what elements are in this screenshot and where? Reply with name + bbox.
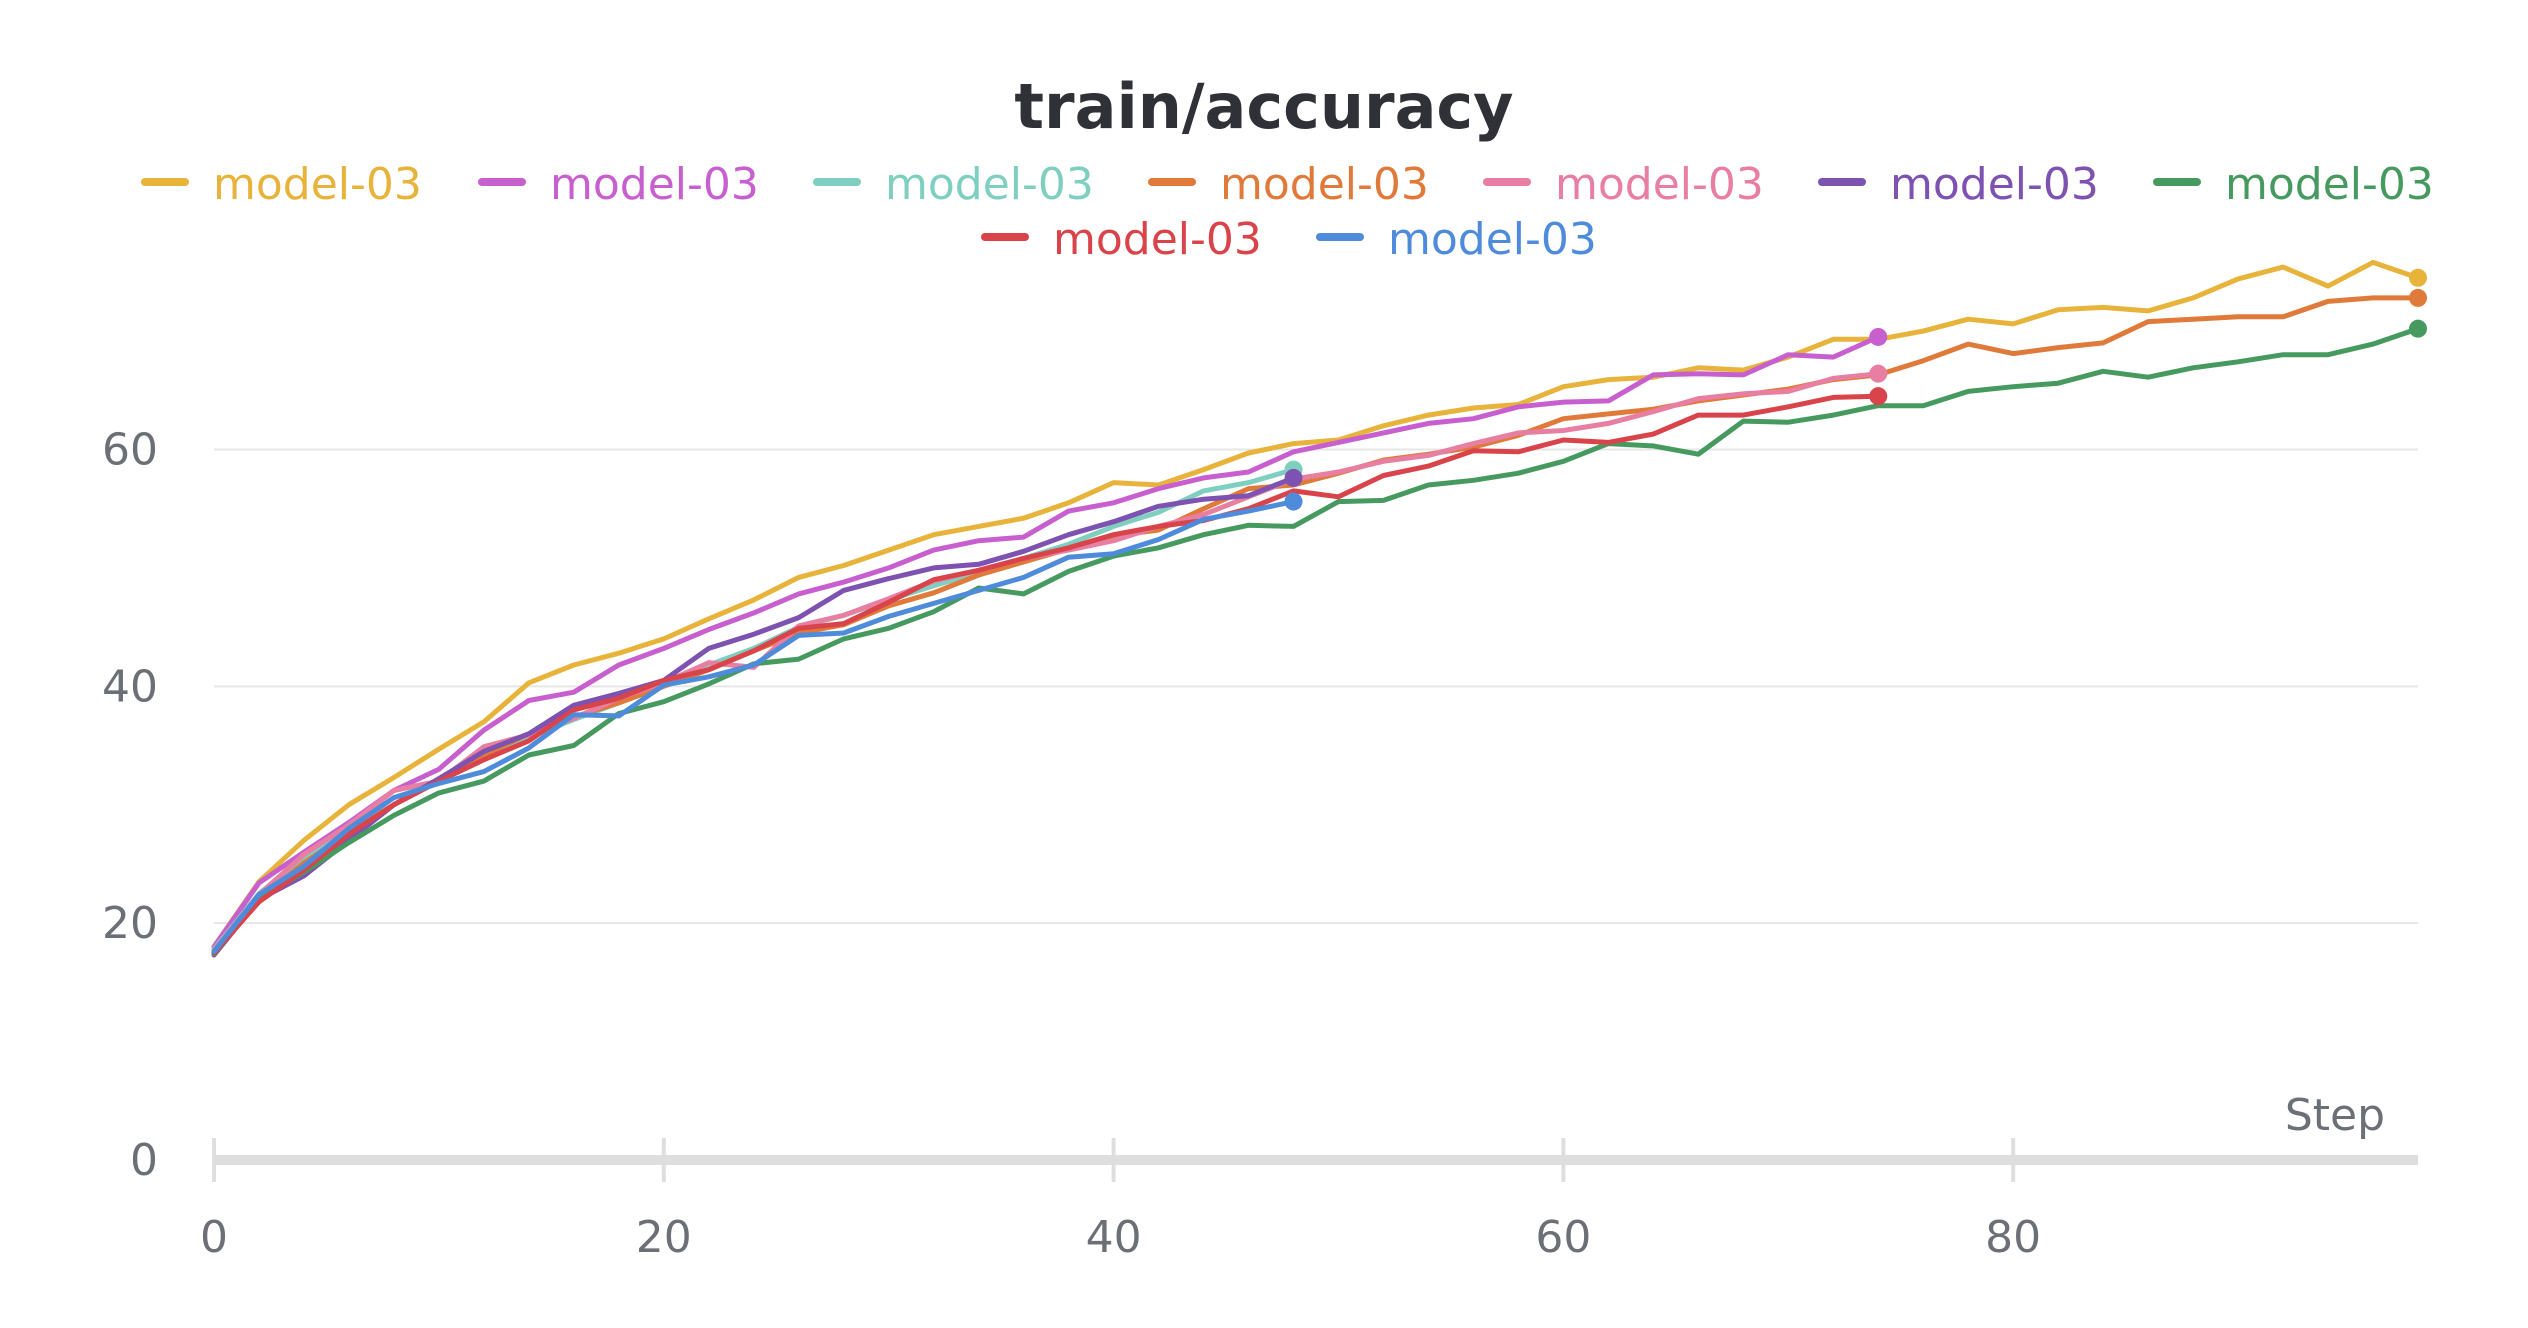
series-line-2 (211, 334, 1881, 950)
legend-label: model-03 (1053, 214, 1262, 265)
series-end-point-9 (1284, 492, 1303, 511)
legend-item-5[interactable]: model-03 (1483, 159, 1764, 210)
series-end-point-5 (1869, 364, 1888, 383)
series-line-5 (211, 371, 1881, 953)
legend: model-03 model-03 model-03 model-03 model-03… (141, 159, 2434, 265)
x-axis-label: Step (2285, 1090, 2385, 1141)
gridlines (214, 448, 2418, 925)
legend-label: model-03 (1220, 159, 1429, 210)
legend-item-7[interactable]: model-03 (2153, 159, 2434, 210)
legend-item-2[interactable]: model-03 (478, 159, 759, 210)
legend-label: model-03 (1555, 159, 1764, 210)
legend-item-1[interactable]: model-03 (141, 159, 422, 210)
series-line-9 (211, 499, 1296, 955)
legend-item-3[interactable]: model-03 (813, 159, 1094, 210)
x-tick-label: 0 (200, 1212, 228, 1263)
series-end-point-6 (1284, 468, 1303, 487)
series-end-point-7 (2409, 319, 2427, 338)
y-tick-label: 60 (102, 424, 158, 475)
x-tick-label: 60 (1535, 1212, 1591, 1263)
legend-item-6[interactable]: model-03 (1818, 159, 2099, 210)
x-tick-label: 20 (636, 1212, 692, 1263)
series-line-8 (211, 393, 1881, 956)
legend-label: model-03 (1388, 214, 1597, 265)
legend-label: model-03 (213, 159, 422, 210)
x-tick-label: 40 (1086, 1212, 1142, 1263)
legend-item-4[interactable]: model-03 (1148, 159, 1429, 210)
y-tick-label: 20 (102, 898, 158, 949)
series-end-point-8 (1869, 387, 1888, 406)
series-line-4 (211, 295, 2421, 955)
series-end-point-2 (1869, 327, 1888, 346)
series-end-point-1 (2409, 268, 2427, 287)
series-end-point-4 (2409, 288, 2427, 307)
x-tick-label: 80 (1985, 1212, 2041, 1263)
legend-item-8[interactable]: model-03 (981, 214, 1262, 265)
axes: 0 20 40 60 0 20 40 60 80 (102, 424, 2418, 1263)
legend-label: model-03 (550, 159, 759, 210)
legend-item-9[interactable]: model-03 (1316, 214, 1597, 265)
y-tick-label: 40 (102, 661, 158, 712)
legend-label: model-03 (885, 159, 1094, 210)
chart-title: train/accuracy (1014, 70, 1513, 143)
series-line-1 (211, 259, 2421, 950)
series-line-7 (211, 326, 2421, 957)
series-group (211, 259, 2427, 958)
legend-label: model-03 (1890, 159, 2099, 210)
y-tick-label: 0 (130, 1135, 158, 1186)
legend-label: model-03 (2225, 159, 2434, 210)
series-line-3 (211, 467, 1296, 952)
